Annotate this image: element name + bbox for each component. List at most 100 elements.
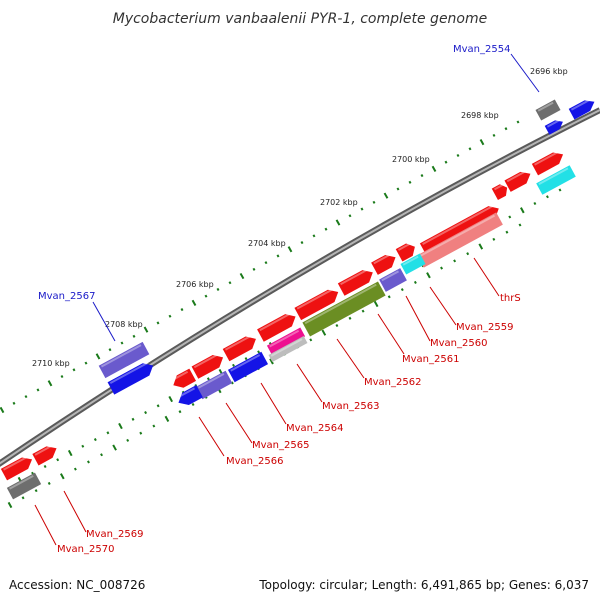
callout-line: [377, 313, 405, 355]
callout-line: [473, 257, 500, 297]
outer-ring-tick: [300, 241, 304, 245]
feature-red: [222, 335, 256, 362]
callout-line: [198, 416, 225, 457]
feature-red-shape: [491, 184, 508, 201]
outer-ring-tick: [408, 180, 412, 184]
feature-blue-shine: [230, 354, 261, 372]
feature-red-shape: [504, 171, 531, 192]
outer-ring-tick: [276, 254, 280, 258]
feature-slate-shape: [379, 268, 407, 292]
feature-cyan: [400, 253, 426, 275]
feature-cyan-shape: [536, 165, 576, 195]
feature-red-shine: [506, 170, 527, 183]
inner-ring-tick: [156, 404, 160, 408]
outer-ring-tick: [132, 334, 136, 338]
inner-ring-2-tick: [400, 288, 404, 292]
inner-ring-2-tick: [21, 496, 25, 500]
inner-ring-2-tick: [73, 467, 77, 471]
feature-blue: [177, 385, 203, 406]
feature-blue-shape: [544, 120, 563, 135]
inner-ring-2-tick: [309, 338, 313, 342]
outer-ring-tick: [191, 299, 197, 306]
feature-gray-shape: [6, 472, 42, 500]
inner-ring-2-tick: [321, 329, 327, 336]
inner-ring-tick: [206, 377, 210, 381]
callout-line: [260, 382, 287, 425]
outer-ring-tick: [348, 214, 352, 218]
scale-label: 2706 kbp: [176, 280, 214, 289]
feature-red-shine: [3, 455, 28, 471]
inner-ring-2-tick: [164, 415, 170, 422]
gene-label-mvan-2566: Mvan_2566: [226, 456, 283, 467]
feature-red-shine: [493, 184, 503, 191]
outer-ring-tick: [372, 200, 376, 204]
inner-ring-2-tick: [112, 444, 117, 451]
scale-label: 2702 kbp: [320, 198, 358, 207]
outer-ring-tick: [383, 192, 389, 199]
gene-label-mvan-2564: Mvan_2564: [286, 423, 343, 434]
feature-blue-shape: [568, 100, 595, 120]
feature-red-shape: [191, 355, 224, 379]
outer-ring-tick: [252, 267, 256, 271]
inner-ring-2-tick: [426, 272, 431, 279]
outer-ring-tick: [444, 160, 448, 164]
gene-label-mvan-2561: Mvan_2561: [402, 354, 459, 365]
outer-ring-tick: [228, 281, 232, 285]
gene-label-mvan-2560: Mvan_2560: [430, 338, 487, 349]
feature-red-shape: [257, 314, 296, 342]
gene-label-thrs: thrS: [500, 293, 521, 304]
feature-red-shine: [34, 444, 53, 456]
feature-olive: [302, 281, 386, 337]
inner-ring-2-tick: [387, 295, 391, 299]
feature-cyan: [536, 165, 576, 195]
feature-blue-shape: [107, 363, 154, 395]
outer-ring-tick: [468, 147, 472, 151]
feature-red-shine: [193, 353, 219, 369]
callout-line: [92, 301, 116, 342]
outer-ring-tick: [324, 227, 328, 231]
feature-red: [191, 353, 224, 379]
feature-red-shine: [259, 312, 292, 332]
outer-ring-tick: [456, 153, 460, 158]
feature-red: [531, 150, 564, 176]
callout-line: [336, 338, 365, 379]
feature-silver-shape: [268, 335, 308, 363]
outer-ring-tick: [143, 326, 149, 333]
callout-line: [34, 504, 57, 546]
feature-red-shine: [172, 370, 189, 381]
scale-label: 2704 kbp: [248, 239, 286, 248]
feature-red-shape: [173, 368, 197, 388]
feature-blue: [107, 361, 154, 395]
gene-label-mvan-2554: Mvan_2554: [453, 44, 510, 55]
outer-ring-tick: [312, 234, 316, 238]
feature-red-shape: [337, 270, 373, 296]
feature-red-shine: [224, 335, 252, 351]
outer-ring-tick: [120, 341, 124, 345]
feature-cyan-shine: [402, 255, 419, 266]
outer-ring-tick: [24, 395, 28, 399]
feature-cyan-shape: [400, 253, 426, 275]
inner-ring-tick: [131, 417, 135, 421]
inner-ring-tick: [67, 449, 73, 457]
feature-blue-shine: [109, 361, 149, 384]
callout-line: [405, 295, 431, 342]
inner-ring-2-tick: [505, 230, 509, 234]
inner-ring-tick: [93, 438, 97, 442]
feature-red-shine: [296, 288, 334, 310]
feature-salmon-shape: [417, 212, 503, 268]
inner-ring-2-tick: [373, 300, 379, 308]
outer-ring-tick: [516, 120, 520, 124]
inner-ring-tick: [244, 357, 248, 361]
outer-ring-tick: [264, 261, 268, 265]
feature-slate-shine: [197, 373, 225, 389]
feature-pink-shape: [266, 327, 306, 355]
outer-ring-tick: [156, 321, 160, 325]
inner-ring-2-tick: [191, 402, 195, 407]
inner-ring-2-tick: [335, 323, 339, 328]
inner-ring-tick: [558, 188, 562, 192]
feature-slate: [195, 370, 233, 400]
feature-red-shine: [422, 204, 495, 246]
callout-line: [429, 286, 457, 326]
feature-red-shape: [531, 152, 564, 176]
feature-silver-shine: [270, 338, 303, 357]
